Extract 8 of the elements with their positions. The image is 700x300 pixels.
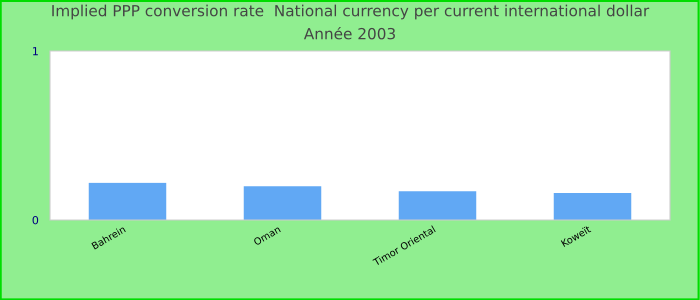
bar (554, 192, 632, 220)
bar (398, 191, 476, 220)
bar (88, 182, 166, 220)
bar (244, 186, 322, 220)
chart-title: Implied PPP conversion rate National currency per current international dollar (52, 4, 650, 20)
chart-subtitle: Année 2003 (304, 26, 395, 40)
y-tick-label: 0 (32, 216, 38, 224)
y-tick-label: 1 (33, 47, 38, 56)
